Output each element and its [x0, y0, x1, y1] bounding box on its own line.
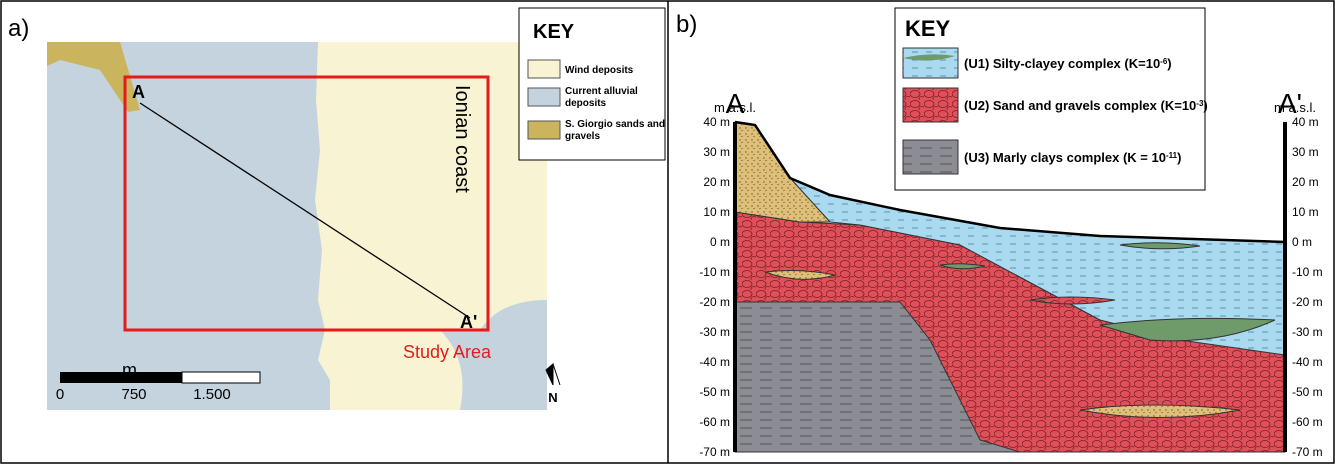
key-swatch	[528, 121, 560, 139]
key-swatch	[903, 88, 958, 122]
key-item: (U2) Sand and gravels complex (K=10-3)	[964, 98, 1208, 113]
elev-label-right: 40 m	[1292, 115, 1319, 129]
elev-label-left: 10 m	[703, 205, 730, 219]
elev-label-left: 0 m	[710, 235, 730, 249]
elev-label-left: -70 m	[699, 445, 730, 459]
coast-label: Ionian coast	[451, 85, 473, 193]
key-text: (U1) Silty-clayey complex (K=10	[964, 56, 1160, 71]
left-axis	[733, 122, 737, 452]
key-title: KEY	[905, 16, 951, 41]
key-swatch	[903, 48, 958, 78]
figure: a) A A' Ionian coast Study Area m 0 750 …	[0, 0, 1335, 464]
axis-label: m a.s.l.	[714, 100, 756, 115]
scale-bar	[182, 372, 260, 383]
scale-label: 1.500	[193, 386, 231, 403]
scale-bar	[60, 372, 122, 383]
right-axis	[1283, 122, 1287, 452]
elev-label-left: -50 m	[699, 385, 730, 399]
elev-label-left: -20 m	[699, 295, 730, 309]
elev-label-right: -20 m	[1292, 295, 1323, 309]
key-text: (U3) Marly clays complex (K = 10	[964, 150, 1166, 165]
north-arrow	[546, 364, 560, 385]
point-label: A	[132, 82, 145, 102]
sand-wedge	[735, 122, 830, 222]
key-title: KEY	[533, 21, 575, 43]
scale-label: 0	[56, 386, 64, 403]
key-text: (U2) Sand and gravels complex (K=10	[964, 98, 1196, 113]
elev-label-left: -40 m	[699, 355, 730, 369]
elev-label-left: 30 m	[703, 145, 730, 159]
point-label: A'	[460, 312, 477, 332]
key-item: Wind deposits	[565, 65, 634, 76]
elev-label-right: 20 m	[1292, 175, 1319, 189]
elev-label-left: -30 m	[699, 325, 730, 339]
study-area-label: Study Area	[403, 342, 492, 362]
elev-label-right: -10 m	[1292, 265, 1323, 279]
key-swatch	[528, 88, 560, 106]
axis-label: m a.s.l.	[1274, 100, 1316, 115]
key-text: )	[1167, 56, 1171, 71]
elev-label-left: 20 m	[703, 175, 730, 189]
elev-label-right: 30 m	[1292, 145, 1319, 159]
elev-label-left: 40 m	[703, 115, 730, 129]
elev-label-right: 10 m	[1292, 205, 1319, 219]
elev-label-right: -60 m	[1292, 415, 1323, 429]
elev-label-right: 0 m	[1292, 235, 1312, 249]
key-text: -11	[1166, 151, 1178, 160]
elev-label-left: -10 m	[699, 265, 730, 279]
key-text: )	[1177, 150, 1181, 165]
elev-label-right: -30 m	[1292, 325, 1323, 339]
elev-label-right: -70 m	[1292, 445, 1323, 459]
elev-label-right: -40 m	[1292, 355, 1323, 369]
panel-label: a)	[8, 15, 29, 42]
key-item: (U1) Silty-clayey complex (K=10-6)	[964, 56, 1172, 71]
key-item: (U3) Marly clays complex (K = 10-11)	[964, 150, 1181, 165]
elev-label-right: -50 m	[1292, 385, 1323, 399]
north-label: N	[548, 390, 557, 405]
key-text: )	[1203, 98, 1207, 113]
panel-label: b)	[676, 11, 697, 38]
key-swatch	[528, 60, 560, 78]
scale-bar	[122, 372, 182, 383]
elev-label-left: -60 m	[699, 415, 730, 429]
scale-label: 750	[121, 386, 146, 403]
key-swatch	[903, 140, 958, 174]
